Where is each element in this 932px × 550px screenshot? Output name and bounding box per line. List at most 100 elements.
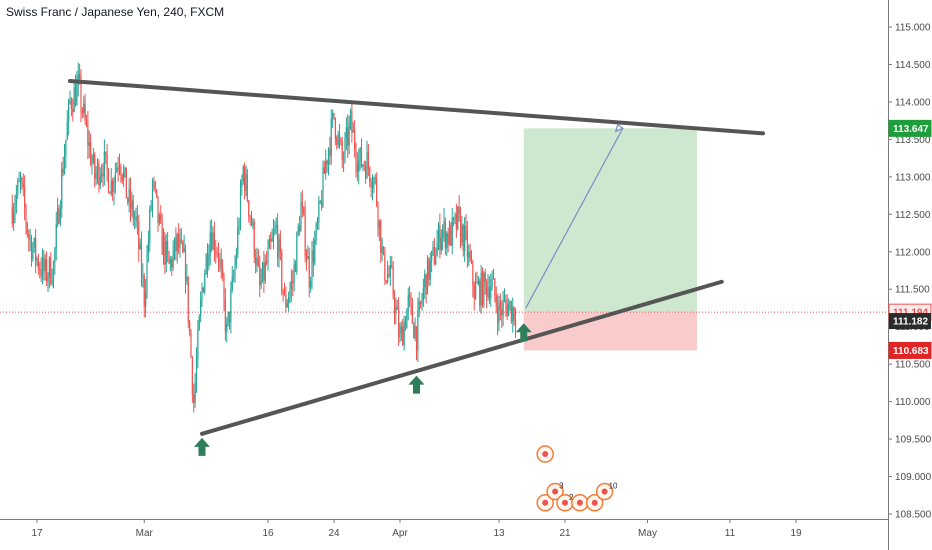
event-icon[interactable]: [536, 445, 554, 463]
candle-body: [19, 178, 22, 182]
candle-body: [184, 247, 187, 282]
candle-body: [453, 217, 455, 219]
candle-body: [52, 262, 55, 283]
candle-body: [311, 250, 313, 281]
x-tick-label: Apr: [392, 528, 408, 539]
candle-body: [300, 202, 302, 232]
candle-body: [352, 130, 354, 133]
last-price-tag-text: 111.182: [893, 317, 928, 328]
candle-body: [83, 103, 85, 113]
candle-body: [454, 214, 456, 219]
economic-events[interactable]: 32410: [536, 445, 618, 512]
candle-body: [168, 252, 170, 264]
last-price-tag: 111.182: [889, 313, 931, 330]
candle-body: [47, 277, 49, 282]
candle-body: [499, 302, 501, 310]
candle-body: [307, 256, 309, 260]
candle-body: [407, 295, 409, 310]
candle-body: [437, 225, 440, 243]
candle-body: [220, 259, 222, 269]
projection-arrowhead: [614, 123, 624, 133]
candle-body: [512, 306, 514, 322]
candle-body: [238, 226, 240, 228]
candle-body: [165, 241, 167, 265]
candle-body: [490, 286, 492, 299]
event-dot: [576, 499, 583, 506]
candle-body: [201, 287, 203, 301]
target-price-tag: 113.647: [888, 119, 932, 137]
event-icon[interactable]: 2: [556, 493, 574, 512]
candle-body: [279, 238, 281, 252]
candle-body: [28, 233, 30, 240]
y-tick-label: 109.000: [895, 472, 932, 483]
y-tick-label: 114.500: [895, 60, 931, 71]
candle-body: [37, 258, 39, 270]
candle-body: [337, 134, 339, 145]
candle-body: [44, 259, 46, 272]
event-icon[interactable]: [571, 494, 589, 512]
candle-body: [381, 246, 383, 254]
candle-body: [65, 139, 67, 157]
candle-body: [110, 180, 112, 194]
event-dot: [562, 499, 568, 506]
candle-body: [128, 188, 130, 203]
candle-body: [429, 260, 431, 281]
candle-body: [448, 225, 451, 245]
event-icon[interactable]: 10: [595, 482, 618, 501]
candle-body: [325, 160, 327, 174]
candle-body: [297, 226, 299, 233]
candle-body: [303, 207, 305, 214]
chart-title: Swiss Franc / Japanese Yen, 240, FXCM: [6, 5, 225, 19]
candle-body: [442, 229, 444, 238]
candle-body: [15, 194, 17, 206]
y-tick-label: 113.500: [895, 135, 931, 146]
support-arrow-icon: [408, 375, 425, 394]
candle-body: [150, 205, 152, 210]
candle-body: [513, 306, 515, 321]
candle-body: [217, 254, 220, 261]
candle-body: [440, 237, 442, 250]
candle-body: [230, 289, 232, 322]
candle-body: [204, 274, 206, 292]
candle-body: [162, 236, 165, 255]
candle-body: [340, 139, 342, 143]
candle-body: [257, 258, 259, 266]
candle-body: [25, 207, 27, 224]
candle-body: [421, 300, 423, 304]
candle-body: [465, 225, 467, 231]
candle-body: [388, 273, 390, 277]
candle-body: [436, 242, 438, 257]
candle-body: [146, 254, 148, 292]
candle-body: [151, 181, 154, 206]
event-icon[interactable]: [536, 494, 554, 512]
candle-body: [301, 202, 303, 208]
candle-body: [417, 309, 419, 351]
candle-body: [459, 213, 462, 243]
candle-body: [433, 246, 435, 265]
candle-body: [475, 282, 477, 299]
candle-body: [402, 326, 404, 346]
candle-body: [296, 232, 298, 272]
y-tick-label: 110.500: [895, 360, 931, 371]
candle-body: [198, 316, 200, 330]
candle-body: [332, 112, 334, 119]
candle-body: [113, 183, 115, 192]
candle-body: [226, 323, 228, 332]
event-icon[interactable]: 3: [546, 482, 564, 501]
candle-body: [479, 281, 481, 306]
candle-body: [481, 272, 484, 305]
candle-body: [282, 289, 284, 295]
candle-body: [142, 276, 144, 278]
candle-body: [347, 127, 349, 146]
candle-body: [212, 231, 214, 250]
candle-body: [382, 246, 385, 252]
candle-body: [411, 302, 413, 324]
candle-body: [338, 134, 341, 140]
candle-body: [420, 301, 422, 304]
candle-body: [129, 188, 132, 209]
candle-body: [30, 238, 33, 260]
candle-body: [33, 237, 35, 248]
candle-body: [98, 163, 100, 186]
